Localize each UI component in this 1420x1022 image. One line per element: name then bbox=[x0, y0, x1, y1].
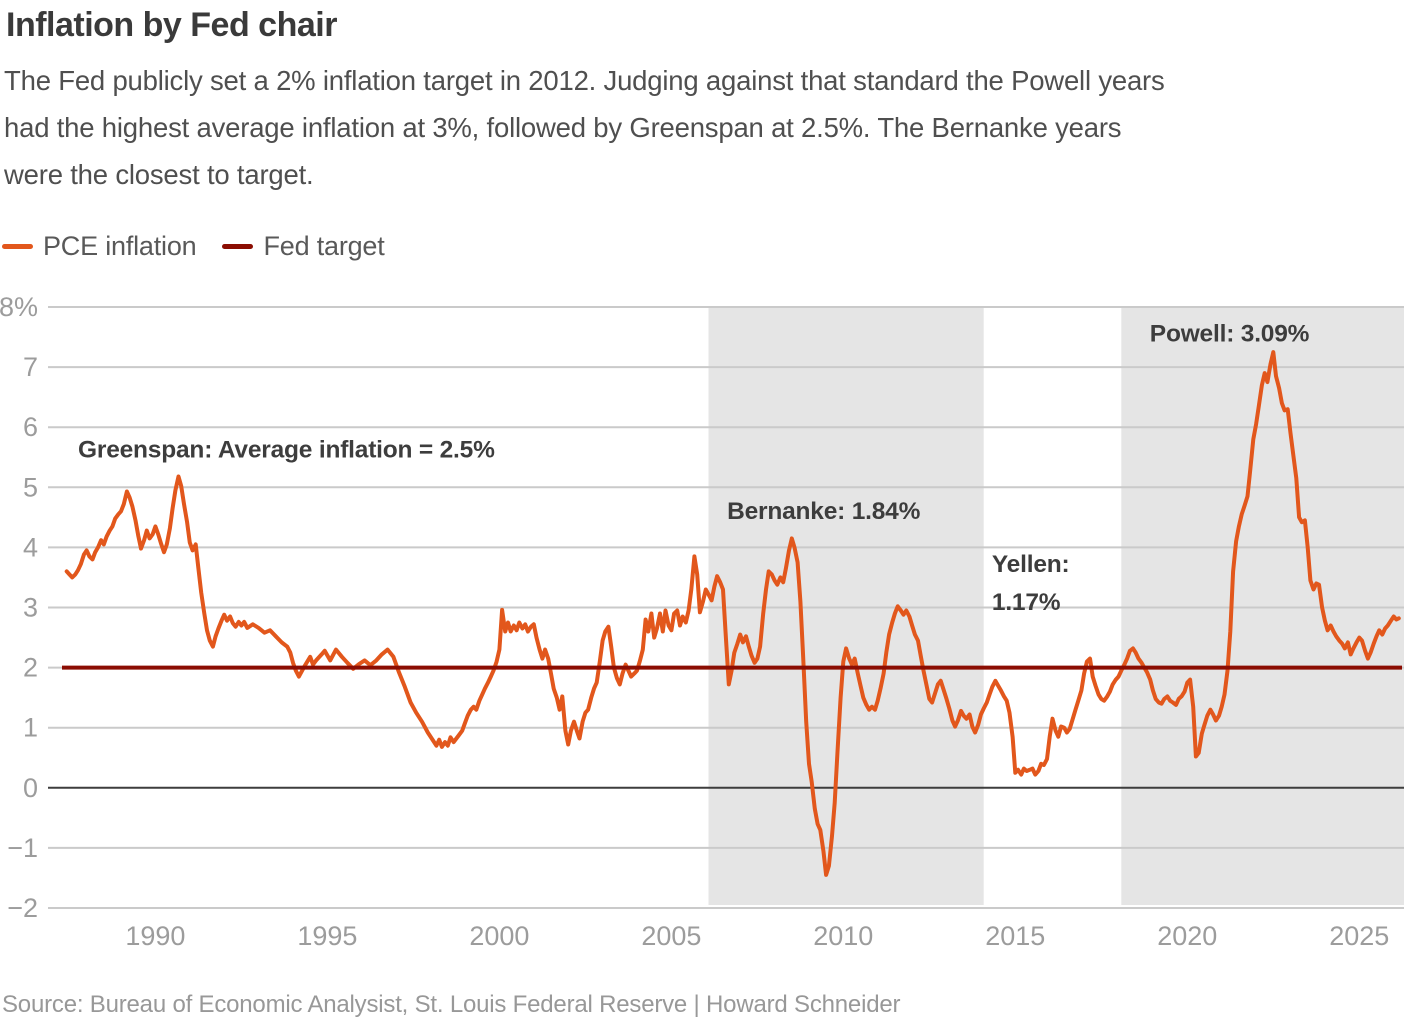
inflation-line-chart: 8% 7 6 5 4 3 2 1 0 −1 −2 1990 1995 2000 2005 2010 2015 20… bbox=[0, 292, 1404, 951]
legend-item-pce-inflation: PCE inflation bbox=[2, 231, 197, 262]
y-tick-label-0: 0 bbox=[23, 773, 38, 803]
y-tick-label--1: −1 bbox=[7, 833, 38, 863]
x-tick-label-1995: 1995 bbox=[297, 921, 357, 951]
y-tick-label-7: 7 bbox=[23, 352, 38, 382]
x-tick-label-2005: 2005 bbox=[641, 921, 701, 951]
x-tick-label-2000: 2000 bbox=[469, 921, 529, 951]
annotation-bernanke: Bernanke: 1.84% bbox=[727, 498, 921, 525]
x-tick-label-2010: 2010 bbox=[813, 921, 873, 951]
pce-line-swatch-icon bbox=[2, 244, 33, 249]
chart-subtitle: The Fed publicly set a 2% inflation targ… bbox=[4, 57, 1165, 198]
source-credit: Source: Bureau of Economic Analysist, St… bbox=[2, 991, 901, 1018]
band-powell-era bbox=[1121, 307, 1404, 905]
x-tick-label-1990: 1990 bbox=[125, 921, 185, 951]
fed-target-swatch-icon bbox=[222, 244, 254, 249]
annotation-yellen-line-1: Yellen: bbox=[992, 551, 1070, 578]
legend-label-pce: PCE inflation bbox=[43, 231, 197, 261]
band-bernanke-era bbox=[708, 307, 984, 905]
y-tick-label-6: 6 bbox=[23, 412, 38, 442]
annotation-powell: Powell: 3.09% bbox=[1150, 320, 1310, 347]
legend-label-fed-target: Fed target bbox=[263, 231, 385, 261]
annotation-greenspan: Greenspan: Average inflation = 2.5% bbox=[78, 436, 495, 463]
legend-item-fed-target: Fed target bbox=[222, 231, 385, 262]
page-title: Inflation by Fed chair bbox=[6, 6, 337, 44]
annotation-yellen-line-2: 1.17% bbox=[992, 589, 1061, 616]
y-tick-label-2: 2 bbox=[23, 653, 38, 683]
y-tick-label-4: 4 bbox=[23, 532, 38, 562]
subtitle-line-1: The Fed publicly set a 2% inflation targ… bbox=[4, 65, 1165, 96]
x-tick-label-2015: 2015 bbox=[985, 921, 1045, 951]
x-tick-label-2020: 2020 bbox=[1157, 921, 1217, 951]
legend: PCE inflation Fed target bbox=[2, 231, 411, 262]
y-tick-label--2: −2 bbox=[7, 893, 38, 923]
subtitle-line-3: were the closest to target. bbox=[4, 159, 314, 190]
subtitle-line-2: had the highest average inflation at 3%,… bbox=[4, 112, 1122, 143]
y-tick-label-8: 8% bbox=[0, 292, 38, 322]
y-tick-label-1: 1 bbox=[23, 713, 38, 743]
x-tick-label-2025: 2025 bbox=[1329, 921, 1389, 951]
y-tick-label-3: 3 bbox=[23, 593, 38, 623]
y-tick-label-5: 5 bbox=[23, 472, 38, 502]
